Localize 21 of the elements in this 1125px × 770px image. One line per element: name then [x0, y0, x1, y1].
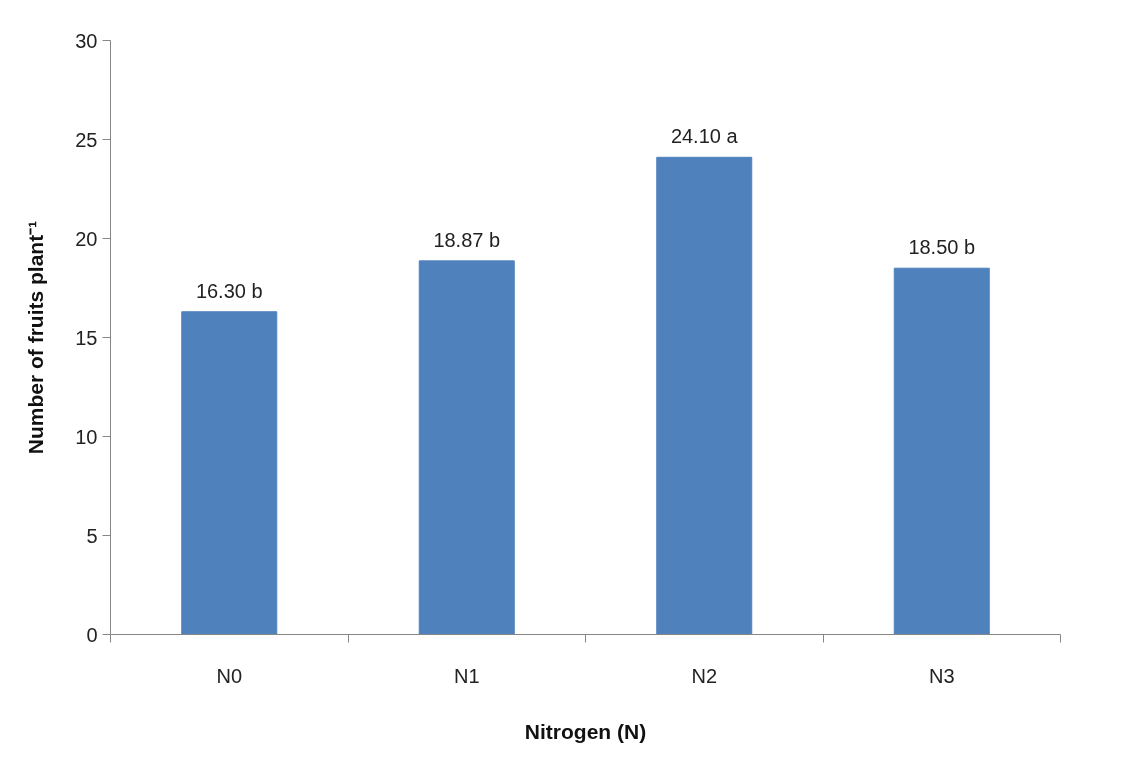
bar: [893, 267, 990, 635]
y-tick-label: 15: [75, 326, 98, 349]
bar: [181, 311, 278, 635]
bar: [418, 260, 515, 635]
data-label: 18.50 b: [908, 236, 976, 259]
x-tick-label: N2: [691, 664, 718, 687]
x-axis-title: Nitrogen (N): [524, 719, 647, 743]
y-tick-label: 30: [75, 29, 98, 52]
y-tick-label: 25: [75, 128, 98, 151]
y-tick-label: 20: [75, 227, 98, 250]
data-label: 18.87 b: [433, 228, 501, 251]
x-tick-label: N0: [216, 664, 243, 687]
y-tick-label: 10: [75, 425, 98, 448]
y-tick-label: 5: [86, 524, 98, 547]
y-tick-label: 0: [86, 623, 98, 646]
x-tick-label: N1: [453, 664, 480, 687]
bar: [656, 156, 753, 635]
data-label: 16.30 b: [195, 279, 263, 302]
y-axis-title: Number of fruits plant⁻¹: [24, 220, 48, 455]
x-tick-label: N3: [928, 664, 955, 687]
data-label: 24.10 a: [670, 125, 739, 148]
